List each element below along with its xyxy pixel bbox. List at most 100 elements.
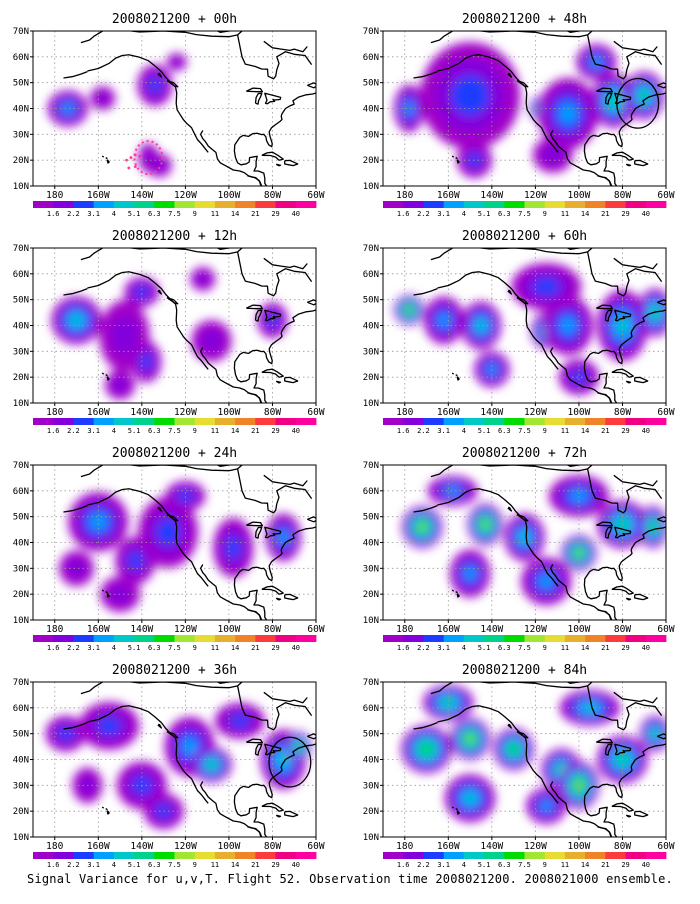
contour-fill (171, 57, 183, 67)
colorbar-label: 7.5 (518, 210, 531, 218)
colorbar-swatch (403, 852, 424, 859)
contour-fill (111, 376, 129, 394)
colorbar-label: 2.2 (417, 644, 430, 652)
lon-tick-label: 60W (307, 190, 324, 201)
colorbar-label: 11 (211, 861, 219, 869)
lat-tick-label: 10N (13, 182, 29, 192)
colorbar-swatch (33, 201, 54, 208)
colorbar-label: 21 (251, 861, 259, 869)
colorbar-swatch (174, 635, 196, 642)
colorbar-label: 6.3 (498, 427, 511, 435)
colorbar-swatch (73, 852, 95, 859)
flight-track-point (125, 158, 129, 162)
observation-circle (133, 140, 164, 176)
colorbar-swatch (295, 852, 317, 859)
colorbar-label: 9 (193, 644, 197, 652)
contour-fill (177, 490, 193, 502)
colorbar-label: 2.2 (67, 427, 80, 435)
colorbar-label: 40 (642, 644, 650, 652)
gridlines (383, 31, 666, 186)
lat-tick-label: 60N (363, 53, 379, 63)
colorbar-swatch (154, 418, 175, 425)
lon-tick-label: 120W (174, 841, 197, 852)
colorbar-label: 3.1 (87, 861, 100, 869)
lat-tick-label: 10N (363, 182, 379, 192)
colorbar-label: 1.6 (397, 210, 410, 218)
gridlines (33, 682, 316, 837)
lat-tick-label: 70N (363, 244, 379, 254)
lat-tick-label: 60N (363, 270, 379, 280)
lat-tick-label: 40N (363, 105, 379, 115)
lat-tick-label: 60N (13, 53, 29, 63)
colorbar-swatch (383, 635, 404, 642)
lat-tick-label: 60N (363, 704, 379, 714)
lat-tick-label: 60N (13, 487, 29, 497)
contour-fill (70, 314, 83, 326)
lon-tick-label: 180 (46, 190, 63, 201)
lat-tick-label: 20N (13, 373, 29, 383)
lat-tick-label: 30N (363, 781, 379, 791)
lon-tick-label: 100W (217, 407, 240, 418)
lat-tick-label: 70N (363, 678, 379, 688)
colorbar-swatch (544, 418, 566, 425)
colorbar-label: 2.2 (417, 861, 430, 869)
contour-fill (406, 307, 412, 313)
colorbar-label: 40 (642, 210, 650, 218)
colorbar-swatch (625, 418, 647, 425)
variance-field (33, 248, 316, 403)
lat-tick-label: 40N (13, 756, 29, 766)
colorbar-swatch (625, 852, 647, 859)
map-panel: 2008021200 + 36h 10N 20N 30N 40N 50N 60N 70N 180… (13, 663, 325, 869)
colorbar-swatch (544, 852, 566, 859)
flight-track-point (127, 166, 131, 170)
gridlines (383, 682, 666, 837)
contour-fill (135, 286, 149, 298)
lon-tick-label: 80W (614, 841, 631, 852)
contour-fill (195, 272, 210, 286)
lon-tick-label: 140W (130, 190, 153, 201)
contour-fill (89, 513, 107, 531)
lat-tick-label: 50N (13, 79, 29, 89)
colorbar-label: 7.5 (518, 861, 531, 869)
colorbar-swatch (73, 418, 95, 425)
contour-fill (148, 77, 162, 94)
colorbar-swatch (423, 201, 445, 208)
colorbar-swatch (605, 635, 626, 642)
colorbar-swatch (134, 852, 155, 859)
lon-tick-label: 100W (567, 190, 590, 201)
lon-tick-label: 100W (567, 841, 590, 852)
lon-tick-label: 60W (657, 190, 674, 201)
flight-track-point (133, 165, 137, 169)
lat-tick-label: 40N (13, 105, 29, 115)
coastlines (63, 682, 316, 837)
colorbar-swatch (443, 852, 465, 859)
lon-tick-label: 160W (87, 841, 110, 852)
map-panel: 2008021200 + 60h 10N 20N 30N 40N 50N 60N 70N 180… (363, 229, 675, 435)
lon-tick-label: 180 (396, 407, 413, 418)
contour-fill (207, 761, 216, 769)
contour-fill (278, 752, 289, 767)
colorbar-label: 14 (581, 427, 589, 435)
colorbar-swatch (463, 201, 485, 208)
colorbar-label: 21 (601, 861, 609, 869)
colorbar-swatch (154, 201, 175, 208)
lat-tick-label: 70N (13, 27, 29, 37)
colorbar-label: 6.3 (498, 644, 511, 652)
colorbar-swatch (605, 201, 626, 208)
colorbar-swatch (645, 201, 667, 208)
colorbar-swatch (93, 418, 115, 425)
colorbar-label: 9 (193, 427, 197, 435)
lon-tick-label: 140W (480, 190, 503, 201)
colorbar-swatch (645, 418, 667, 425)
colorbar-label: 21 (251, 427, 259, 435)
colorbar-label: 4 (462, 644, 466, 652)
lat-tick-label: 10N (363, 616, 379, 626)
colorbar-swatch (295, 201, 317, 208)
lat-tick-label: 60N (13, 704, 29, 714)
colorbar-label: 4 (112, 210, 116, 218)
colorbar-label: 2.2 (67, 861, 80, 869)
colorbar-label: 5.1 (478, 427, 491, 435)
lat-tick-label: 50N (363, 296, 379, 306)
colorbar-label: 14 (581, 861, 589, 869)
